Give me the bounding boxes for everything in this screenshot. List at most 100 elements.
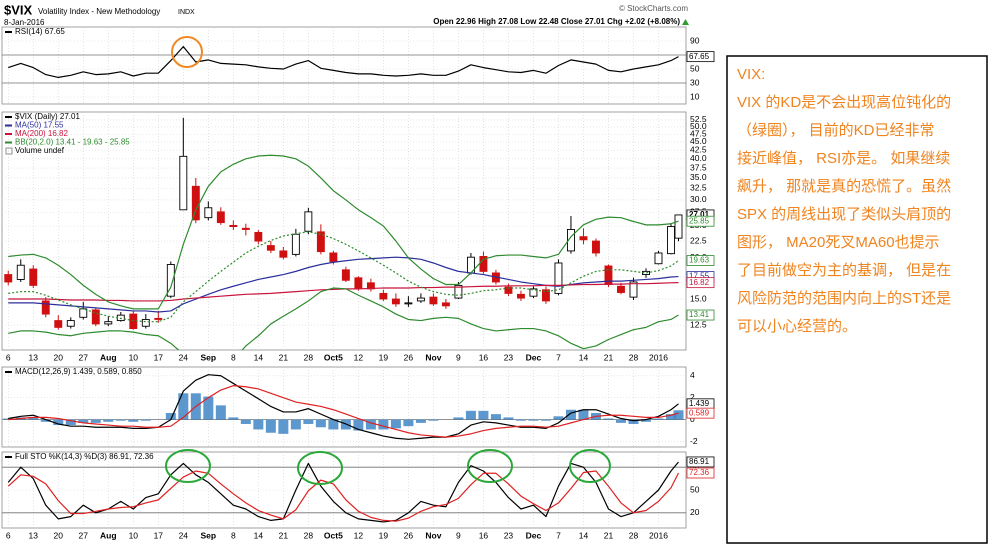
note-line: 了目前做空为主的基调， 但是在 — [737, 262, 951, 279]
y-tick-label: 10 — [690, 91, 700, 101]
plot-area — [3, 374, 684, 440]
value-tag: 72.36 — [689, 468, 710, 477]
candle-body — [316, 231, 325, 253]
value-tag: 16.82 — [689, 278, 710, 287]
legend-label: Volume undef — [15, 146, 65, 155]
note-line: 可以小心经营的。 — [737, 318, 857, 335]
legend: MACD(12,26,9) 1.439, 0.589, 0.850 — [5, 367, 142, 376]
x-tick-label: 6 — [6, 352, 11, 362]
highlight-circle — [165, 449, 211, 483]
x-tick-label: 27 — [79, 530, 89, 540]
x-tick-label: 23 — [504, 352, 514, 362]
value-tag: 25.85 — [689, 216, 710, 225]
x-tick-label: Aug — [100, 530, 117, 540]
candle-body — [254, 231, 263, 242]
y-tick-label: 42.5 — [690, 144, 707, 154]
note-line: 图形， MA20死叉MA60也提示 — [737, 234, 940, 251]
x-tick-label: 21 — [279, 352, 289, 362]
histogram-bar — [665, 414, 676, 420]
candle-body — [41, 300, 50, 315]
x-tick-label: 16 — [479, 352, 489, 362]
highlight-circle — [297, 451, 343, 485]
x-tick-label: 20 — [54, 530, 64, 540]
candle-body — [16, 264, 25, 280]
y-tick-label: 20 — [690, 507, 700, 517]
candle-body — [592, 240, 600, 254]
series-line — [8, 46, 679, 78]
y-tick-label: -2 — [690, 436, 698, 446]
panel-frame — [1, 26, 687, 105]
series-line — [8, 154, 679, 310]
y-tick-label: 2 — [690, 392, 695, 402]
candle-body — [504, 286, 513, 294]
candle-body — [441, 302, 450, 307]
candle-body — [266, 245, 275, 251]
histogram-bar — [403, 419, 414, 427]
candle-body — [554, 262, 563, 294]
candle-body — [391, 298, 400, 305]
legend-label: MACD(12,26,9) 1.439, 0.589, 0.850 — [15, 367, 142, 376]
candle-body — [354, 277, 363, 289]
histogram-bar — [28, 417, 39, 420]
x-tick-label: 27 — [79, 352, 89, 362]
x-tick-label: 16 — [479, 530, 489, 540]
histogram-bar — [40, 419, 51, 422]
candle-body — [541, 289, 550, 302]
series-line — [8, 374, 679, 440]
x-tick-label: 21 — [279, 530, 289, 540]
legend: RSI(14) 67.65 — [5, 27, 65, 36]
value-tag-box — [686, 277, 715, 289]
x-tick-label: 9 — [456, 352, 461, 362]
histogram-bar — [178, 393, 189, 420]
legend-swatch — [5, 147, 13, 155]
y-tick-label: 0 — [690, 414, 695, 424]
candle-body — [166, 264, 175, 297]
y-tick-label: 50 — [690, 63, 700, 73]
y-tick-label: 12.5 — [690, 319, 707, 329]
histogram-bar — [578, 409, 589, 420]
histogram-bar — [128, 419, 139, 422]
histogram-bar — [453, 417, 464, 420]
y-tick-label: 15.0 — [690, 293, 707, 303]
histogram-bar — [265, 419, 276, 433]
x-tick-label: 7 — [556, 530, 561, 540]
histogram-bar — [215, 405, 226, 420]
candle-body — [104, 321, 113, 325]
y-tick-label: 30 — [690, 77, 700, 87]
instrument-name: Volatility Index - New Methodology — [38, 7, 160, 16]
histogram-bar — [390, 419, 401, 429]
histogram-bar — [673, 410, 684, 420]
credit: © StockCharts.com — [619, 4, 688, 13]
candle-body — [229, 224, 238, 228]
note-line: 飙升， 那就是真的恐慌了。虽然 — [737, 177, 951, 195]
value-tag-box — [686, 309, 715, 321]
panel: 6 13 20 27 Aug 10 17 24 Sep 8 14 21 28 Oct5 12 19 26 Nov 9… — [1, 111, 715, 362]
x-tick-label: 7 — [556, 352, 561, 362]
value-tag: 17.55 — [689, 272, 710, 281]
histogram-bar — [240, 419, 251, 424]
histogram-bar — [203, 396, 214, 420]
histogram-bar — [653, 418, 664, 420]
y-tick-label: 52.5 — [690, 114, 707, 124]
x-tick-label: 9 — [456, 530, 461, 540]
candle-body — [404, 302, 413, 305]
highlight-circle — [171, 36, 203, 68]
candle-body — [529, 288, 538, 297]
histogram-bar — [53, 419, 64, 426]
candle-body — [579, 236, 588, 241]
histogram-bar — [78, 419, 89, 423]
x-tick-label: 13 — [29, 530, 39, 540]
histogram-bar — [478, 410, 489, 420]
histogram-bar — [603, 418, 614, 420]
histogram-bar — [540, 419, 551, 421]
histogram-bar — [315, 419, 326, 428]
x-tick-label: 10 — [129, 352, 139, 362]
symbol: $VIX — [4, 2, 33, 17]
panel-frame — [1, 366, 687, 448]
x-tick-label: 28 — [304, 352, 314, 362]
x-tick-label: 6 — [6, 530, 11, 540]
quote: Open 22.96 High 27.08 Low 22.48 Close 27… — [433, 17, 680, 26]
histogram-bar — [490, 414, 501, 420]
value-tag-box — [686, 456, 715, 468]
